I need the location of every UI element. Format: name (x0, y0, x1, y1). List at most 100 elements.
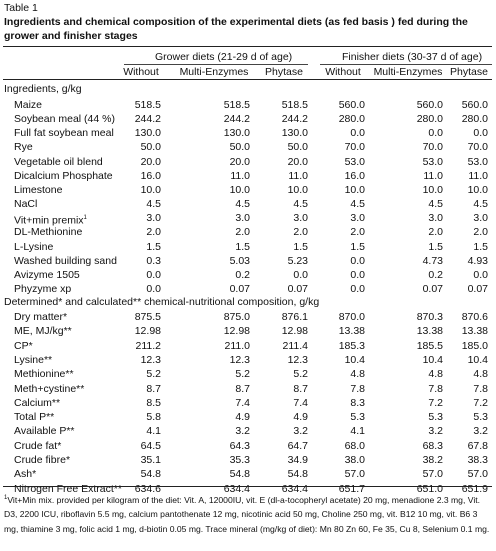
row-label: Avizyme 1505 (14, 268, 80, 282)
table-cell: 7.8 (428, 382, 443, 395)
table-cell: 38.3 (467, 454, 488, 466)
table-cell: 5.23 (287, 254, 308, 267)
row-label: NaCl (14, 197, 37, 211)
table-cell: 4.5 (428, 198, 443, 211)
table-cell: 651.0 (416, 482, 443, 495)
table-cell: 12.3 (287, 353, 308, 366)
table-cell: 3.0 (350, 212, 365, 225)
table-cell: 3.2 (235, 425, 250, 438)
table-cell: 3.2 (473, 425, 488, 438)
table-cell: 130.0 (223, 127, 250, 140)
row-label-text: Full fat soybean meal (14, 127, 114, 140)
table-cell: 54.8 (287, 468, 308, 481)
row-label-text: Lysine** (14, 353, 53, 366)
table-cell: 12.3 (140, 353, 161, 366)
row-label-text: Phyzyme xp (14, 282, 72, 295)
grower-underline (124, 64, 308, 65)
table-cell: 0.0 (350, 282, 365, 295)
table-cell: 4.5 (235, 198, 250, 211)
table-cell: 5.3 (350, 411, 365, 424)
table-cell: 3.0 (235, 212, 250, 225)
section-ingredients: Ingredients, g/kg (4, 83, 82, 95)
table-cell: 4.5 (350, 198, 365, 211)
table-cell: 876.1 (281, 311, 308, 323)
table-cell: 8.7 (235, 382, 250, 395)
row-label: ME, MJ/kg** (14, 324, 72, 338)
row-label: Calcium** (14, 396, 60, 410)
table-cell: 53.0 (422, 155, 443, 168)
row-label-text: Nitrogen Free Extract** (14, 482, 122, 495)
bottom-rule (3, 486, 492, 488)
column-header-finisher-without: Without (325, 66, 361, 78)
table-cell: 5.2 (235, 368, 250, 381)
table-cell: 280.0 (461, 113, 488, 126)
table-cell: 54.8 (229, 468, 250, 481)
top-rule (3, 46, 492, 48)
table-cell: 244.2 (134, 113, 161, 126)
table-cell: 3.0 (428, 212, 443, 225)
grower-group-header: Grower diets (21-29 d of age) (155, 51, 293, 63)
footnote-text: Vit+Min mix. provided per kilogram of th… (4, 494, 490, 534)
table-cell: 7.8 (350, 382, 365, 395)
table-cell: 185.5 (416, 339, 443, 352)
row-label: Total P** (14, 410, 54, 424)
table-cell: 4.5 (293, 198, 308, 211)
row-label-text: Crude fat* (14, 439, 62, 452)
table-cell: 38.2 (422, 454, 443, 466)
table-cell: 10.0 (422, 183, 443, 196)
table-cell: 54.8 (140, 468, 161, 481)
table-cell: 34.9 (287, 454, 308, 466)
row-label-text: Methionine** (14, 368, 74, 381)
table-cell: 5.2 (146, 368, 161, 381)
row-label-text: Ash* (14, 468, 37, 481)
table-cell: 5.3 (428, 411, 443, 424)
table-cell: 211.0 (224, 339, 251, 352)
row-label: Methionine** (14, 367, 74, 381)
table-cell: 20.0 (287, 155, 308, 168)
row-label: Crude fat* (14, 439, 61, 453)
table-cell: 7.8 (473, 382, 488, 395)
table-cell: 20.0 (229, 155, 250, 168)
table-cell: 2.0 (428, 226, 443, 239)
row-label: L-Lysine (14, 240, 53, 254)
table-cell: 8.5 (146, 396, 161, 409)
row-label-text: Available P** (14, 425, 75, 438)
table-cell: 5.8 (146, 411, 161, 424)
table-cell: 634.4 (281, 482, 308, 495)
table-cell: 4.9 (293, 411, 308, 424)
table-cell: 560.0 (416, 99, 443, 111)
table-cell: 70.0 (467, 141, 488, 154)
table-cell: 11.0 (423, 169, 443, 182)
row-label: Vegetable oil blend (14, 155, 103, 169)
table-cell: 0.0 (473, 127, 488, 140)
table-cell: 12.3 (229, 353, 250, 366)
row-label: Rye (14, 140, 33, 154)
table-cell: 0.0 (350, 127, 365, 140)
row-label: Meth+cystine** (14, 382, 84, 396)
row-label: Ash* (14, 467, 36, 481)
table-cell: 35.1 (140, 454, 161, 466)
row-label-text: NaCl (14, 198, 38, 211)
table-cell: 870.6 (461, 311, 488, 323)
table-cell: 64.5 (140, 439, 161, 452)
table-cell: 4.9 (235, 411, 250, 424)
table-cell: 3.2 (293, 425, 308, 438)
column-header-finisher-phytase: Phytase (450, 66, 488, 78)
row-label: Soybean meal (44 %) (14, 112, 115, 126)
table-cell: 50.0 (140, 141, 161, 154)
table-cell: 1.5 (293, 240, 308, 253)
table-cell: 12.98 (134, 325, 161, 338)
row-label-text: DL-Methionine (14, 226, 83, 239)
table-cell: 11.0 (288, 169, 308, 182)
table-cell: 68.3 (422, 439, 443, 452)
table-cell: 4.5 (146, 198, 161, 211)
table-cell: 130.0 (281, 127, 308, 140)
table-cell: 634.6 (134, 482, 161, 495)
footnote: 1Vit+Min mix. provided per kilogram of t… (4, 491, 493, 536)
table-cell: 10.0 (140, 183, 161, 196)
table-cell: 1.5 (146, 240, 161, 253)
row-label-text: Dry matter* (14, 311, 68, 323)
table-cell: 53.0 (344, 155, 365, 168)
table-cell: 4.73 (422, 254, 443, 267)
